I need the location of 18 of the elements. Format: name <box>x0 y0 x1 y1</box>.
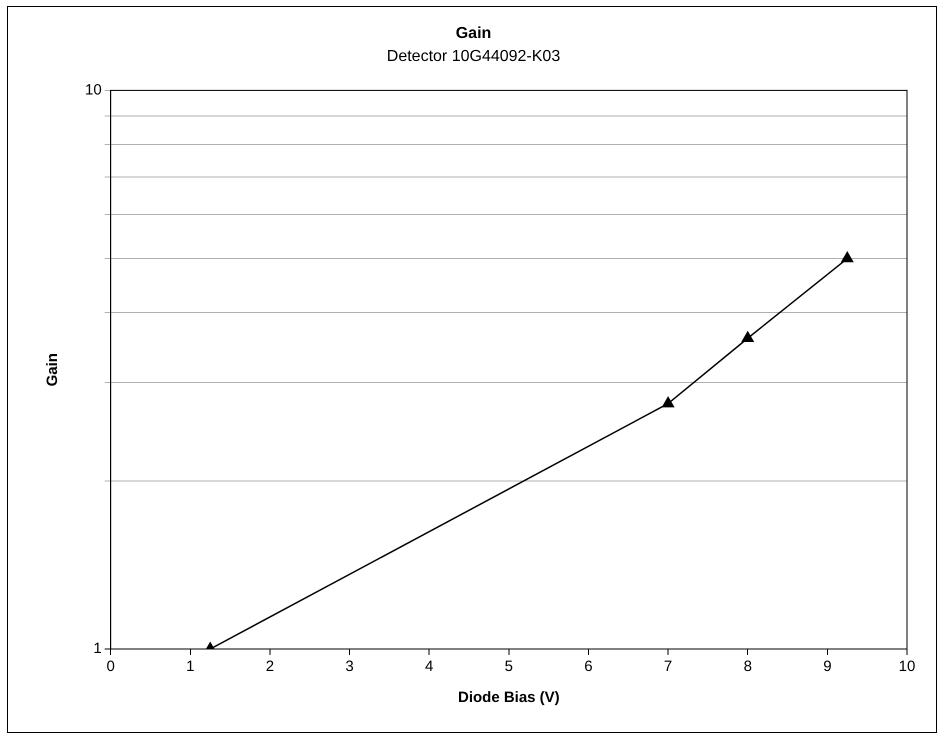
point <box>662 396 674 408</box>
chart-title: Gain <box>456 25 492 42</box>
point <box>742 332 754 342</box>
x-tick-label: 10 <box>898 658 916 676</box>
x-axis-title: Diode Bias (V) <box>458 689 560 706</box>
x-tick-label: 3 <box>345 658 354 676</box>
x-tick-label: 4 <box>425 658 434 676</box>
x-tick-label: 2 <box>266 658 274 676</box>
x-tick-label: 1 <box>186 658 194 676</box>
x-tick-label: 8 <box>744 658 752 676</box>
x-tick-label: 9 <box>823 658 832 676</box>
point <box>841 252 854 262</box>
x-tick-label: 6 <box>584 658 593 676</box>
y-axis-title: Gain <box>44 353 62 386</box>
chart-subtitle: Detector 10G44092-K03 <box>386 48 560 66</box>
x-tick-label: 7 <box>664 658 672 676</box>
x-tick-label: 0 <box>106 658 115 676</box>
x-tick-label: 5 <box>504 658 514 676</box>
